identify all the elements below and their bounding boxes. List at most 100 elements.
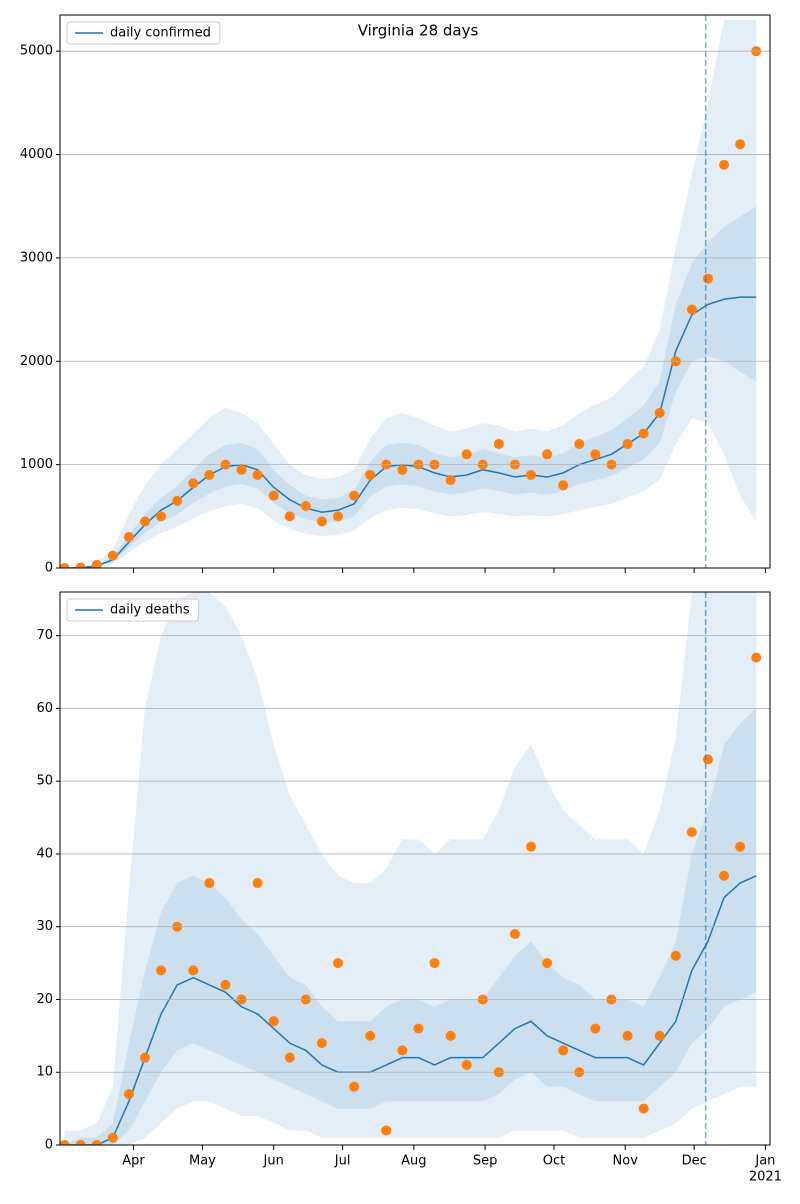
x-tick-label: Sep <box>473 1154 498 1169</box>
x-tick-label: May <box>189 1154 216 1169</box>
observed-point <box>300 500 311 511</box>
observed-point <box>558 480 569 491</box>
observed-point <box>107 550 118 561</box>
observed-point <box>461 449 472 460</box>
chart-title: Virginia 28 days <box>358 22 479 40</box>
observed-point <box>365 469 376 480</box>
x-tick-label: Jun <box>263 1154 284 1169</box>
confidence-band <box>64 592 757 1145</box>
x-tick-label: Oct <box>543 1154 565 1169</box>
y-tick-label: 50 <box>36 774 53 789</box>
observed-point <box>333 958 344 969</box>
y-tick-label: 0 <box>45 561 53 576</box>
observed-point <box>719 870 730 881</box>
observed-point <box>268 1016 279 1027</box>
observed-point <box>429 958 440 969</box>
observed-point <box>349 1081 360 1092</box>
observed-point <box>172 495 183 506</box>
x-tick-label: Dec <box>682 1154 707 1169</box>
observed-point <box>590 1023 601 1034</box>
y-tick-label: 5000 <box>20 44 53 59</box>
y-tick-label: 30 <box>36 919 53 934</box>
observed-point <box>397 1045 408 1056</box>
observed-point <box>107 1132 118 1143</box>
observed-point <box>156 965 167 976</box>
confidence-band <box>64 206 757 568</box>
observed-point <box>461 1059 472 1070</box>
observed-point <box>220 979 231 990</box>
observed-point <box>123 1089 134 1100</box>
observed-point <box>188 965 199 976</box>
observed-point <box>333 511 344 522</box>
observed-point <box>574 438 585 449</box>
legend-box <box>66 21 221 45</box>
observed-point <box>140 516 151 527</box>
plot-area <box>60 592 762 1145</box>
observed-point <box>188 478 199 489</box>
observed-point <box>686 304 697 315</box>
model-line <box>64 875 757 1145</box>
observed-point <box>268 490 279 501</box>
observed-point <box>75 562 86 568</box>
legend-label: daily confirmed <box>110 26 211 41</box>
observed-point <box>542 958 553 969</box>
y-tick-label: 10 <box>36 1065 53 1080</box>
legend-box <box>66 598 200 622</box>
observed-point <box>638 428 649 439</box>
axes-frame <box>59 591 771 1146</box>
observed-point <box>284 1052 295 1063</box>
observed-point <box>509 928 520 939</box>
y-tick-label: 60 <box>36 701 53 716</box>
observed-point <box>284 511 295 522</box>
observed-point <box>622 1030 633 1041</box>
observed-point <box>252 469 263 480</box>
observed-point <box>526 841 537 852</box>
observed-point <box>75 1140 86 1145</box>
x-tick-sublabel: 2021 <box>749 1170 782 1185</box>
observed-point <box>445 475 456 486</box>
observed-point <box>413 1023 424 1034</box>
observed-point <box>686 827 697 838</box>
observed-point <box>140 1052 151 1063</box>
legend-label: daily deaths <box>110 603 190 618</box>
y-tick-label: 20 <box>36 992 53 1007</box>
y-tick-label: 40 <box>36 846 53 861</box>
observed-point <box>493 438 504 449</box>
y-tick-label: 2000 <box>20 354 53 369</box>
observed-point <box>751 652 762 663</box>
observed-point <box>365 1030 376 1041</box>
observed-point <box>236 464 247 475</box>
x-tick-label: Nov <box>613 1154 639 1169</box>
observed-point <box>381 1125 392 1136</box>
observed-point <box>252 878 263 889</box>
observed-point <box>719 159 730 170</box>
observed-point <box>702 754 713 765</box>
observed-point <box>60 1140 70 1145</box>
observed-point <box>91 1140 102 1145</box>
observed-point <box>735 139 746 150</box>
observed-point <box>558 1045 569 1056</box>
observed-point <box>397 464 408 475</box>
observed-point <box>204 469 215 480</box>
observed-point <box>60 563 70 568</box>
observed-point <box>204 878 215 889</box>
confidence-band <box>64 708 757 1145</box>
y-tick-label: 1000 <box>20 457 53 472</box>
observed-point <box>445 1030 456 1041</box>
y-tick-label: 4000 <box>20 147 53 162</box>
observed-point <box>316 516 327 527</box>
observed-point <box>638 1103 649 1114</box>
observed-point <box>702 273 713 284</box>
observed-point <box>91 559 102 568</box>
observed-point <box>316 1038 327 1049</box>
y-tick-label: 70 <box>36 628 53 643</box>
confidence-band <box>64 20 757 568</box>
x-tick-label: Aug <box>401 1154 426 1169</box>
y-tick-label: 0 <box>45 1138 53 1153</box>
observed-point <box>670 950 681 961</box>
y-tick-label: 3000 <box>20 250 53 265</box>
observed-point <box>590 449 601 460</box>
observed-point <box>156 511 167 522</box>
x-tick-label: Jul <box>334 1154 351 1169</box>
